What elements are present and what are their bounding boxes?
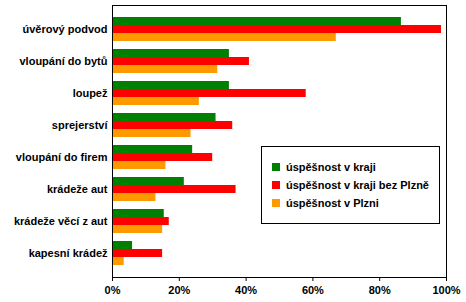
svg-text:60%: 60% <box>302 284 324 296</box>
svg-text:loupež: loupež <box>73 87 108 99</box>
svg-text:krádeže věcí z aut: krádeže věcí z aut <box>14 215 108 227</box>
html-text:úspěšnost v kraji bez Plzně: úspěšnost v kraji bez Plzně <box>285 179 429 192</box>
svg-text:vloupání do firem: vloupání do firem <box>16 151 108 163</box>
svg-text:20%: 20% <box>168 284 190 296</box>
svg-text:40%: 40% <box>235 284 257 296</box>
svg-text:krádeže aut: krádeže aut <box>47 183 108 195</box>
svg-text:vloupání do bytů: vloupání do bytů <box>20 55 108 67</box>
svg-text:80%: 80% <box>369 284 391 296</box>
svg-text:kapesní krádež: kapesní krádež <box>29 247 108 259</box>
svg-text:0%: 0% <box>105 284 121 296</box>
svg-text:sprejerství: sprejerství <box>52 119 109 131</box>
html-text:úspěšnost v Plzni: úspěšnost v Plzni <box>285 197 379 210</box>
svg-text:100%: 100% <box>432 284 460 296</box>
html-text:úspěšnost v kraji: úspěšnost v kraji <box>285 161 376 174</box>
svg-text:úvěrový podvod: úvěrový podvod <box>23 23 108 35</box>
